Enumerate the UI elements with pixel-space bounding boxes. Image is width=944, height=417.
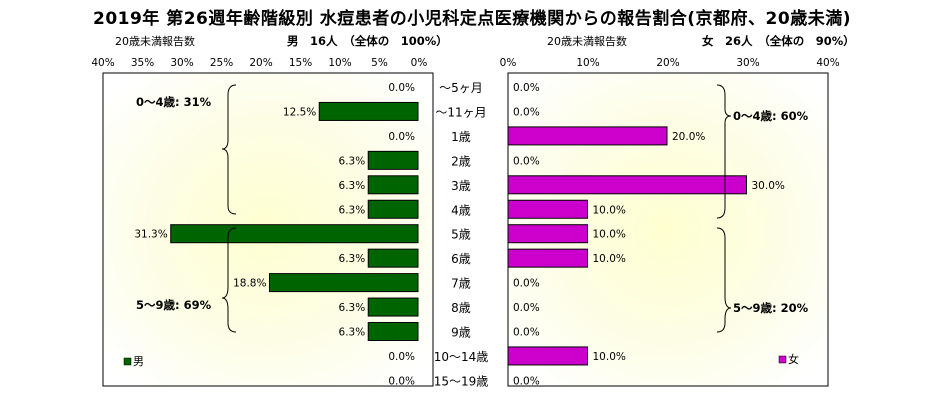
age-group-label: 10～14歳: [434, 350, 489, 364]
female-bar: [507, 175, 747, 195]
female-axis-tick: 0%: [500, 57, 517, 69]
age-group-label: 5歳: [451, 228, 471, 242]
male-data-label: 6.3%: [339, 302, 366, 314]
female-data-label: 20.0%: [672, 131, 705, 143]
male-axis-tick: 35%: [131, 57, 154, 69]
female-legend-label: 女: [788, 352, 799, 366]
age-group-label: 1歳: [451, 130, 471, 144]
male-bar: [367, 175, 419, 195]
male-header-value: 男 16人 （全体の 100%）: [287, 34, 448, 48]
male-bar: [367, 150, 419, 170]
male-data-label: 12.5%: [283, 106, 316, 118]
female-bracket-5-9: [716, 227, 732, 333]
male-bracket-5-9-label: 5～9歳: 69%: [136, 298, 212, 312]
male-bar: [367, 248, 419, 268]
male-data-label: 0.0%: [388, 82, 415, 94]
male-axis-tick: 15%: [289, 57, 312, 69]
female-bar: [507, 248, 588, 268]
age-group-label: 7歳: [451, 277, 471, 291]
male-bar: [318, 101, 419, 121]
female-data-label: 30.0%: [752, 180, 785, 192]
female-data-label: 0.0%: [513, 327, 540, 339]
male-data-label: 6.3%: [339, 253, 366, 265]
female-data-label: 0.0%: [513, 155, 540, 167]
age-group-label: 4歳: [451, 203, 471, 217]
male-bar: [367, 199, 419, 219]
female-axis-tick: 40%: [816, 57, 839, 69]
age-group-label: 9歳: [451, 326, 471, 340]
male-data-label: 6.3%: [339, 180, 366, 192]
male-data-label: 6.3%: [339, 327, 366, 339]
female-data-label: 0.0%: [513, 106, 540, 118]
male-bar: [367, 322, 419, 341]
age-group-label: 6歳: [451, 252, 471, 266]
male-data-label: 0.0%: [388, 351, 415, 363]
male-legend-swatch: [123, 357, 132, 366]
male-axis-tick: 30%: [170, 57, 193, 69]
female-data-label: 10.0%: [593, 351, 626, 363]
female-axis-tick: 10%: [576, 57, 599, 69]
female-header-value: 女 26人 （全体の 90%）: [702, 34, 855, 48]
chart-title: 2019年 第26週年齢階級別 水痘患者の小児科定点医療機関からの報告割合(京都…: [92, 9, 851, 29]
age-group-label: 2歳: [451, 154, 471, 168]
male-axis-tick: 0%: [411, 57, 428, 69]
age-group-label: ～11ヶ月: [435, 105, 486, 119]
female-legend-swatch: [778, 355, 787, 364]
female-bar: [507, 224, 588, 244]
age-group-label: ～5ヶ月: [439, 81, 483, 95]
female-data-label: 0.0%: [513, 278, 540, 290]
female-data-label: 10.0%: [593, 253, 626, 265]
female-data-label: 0.0%: [513, 302, 540, 314]
male-data-label: 0.0%: [388, 131, 415, 143]
male-data-label: 0.0%: [388, 375, 415, 387]
male-data-label: 18.8%: [233, 278, 266, 290]
female-data-label: 10.0%: [593, 229, 626, 241]
male-bracket-0-4: [221, 84, 237, 215]
female-bracket-0-4: [716, 84, 732, 219]
female-axis-tick: 20%: [656, 57, 679, 69]
male-data-label: 6.3%: [339, 204, 366, 216]
male-bracket-0-4-label: 0～4歳: 31%: [136, 95, 212, 109]
female-bracket-0-4-label: 0～4歳: 60%: [733, 109, 809, 123]
male-bar: [268, 273, 419, 293]
male-bracket-5-9: [221, 227, 237, 333]
age-group-label: 3歳: [451, 179, 471, 193]
female-data-label: 10.0%: [593, 204, 626, 216]
female-header-label: 20歳未満報告数: [547, 35, 627, 48]
female-data-label: 0.0%: [513, 375, 540, 387]
female-bar: [507, 199, 588, 219]
male-axis-tick: 20%: [249, 57, 272, 69]
male-legend-label: 男: [133, 355, 144, 368]
female-bar: [507, 346, 588, 366]
male-axis-tick: 25%: [210, 57, 233, 69]
female-bar: [507, 126, 668, 146]
male-data-label: 6.3%: [339, 155, 366, 167]
male-axis-tick: 10%: [328, 57, 351, 69]
male-bar: [367, 297, 419, 317]
age-group-label: 8歳: [451, 301, 471, 315]
male-data-label: 31.3%: [134, 229, 167, 241]
male-axis-tick: 5%: [371, 57, 388, 69]
female-bracket-5-9-label: 5～9歳: 20%: [733, 301, 809, 315]
male-bar: [170, 224, 419, 244]
male-header-label: 20歳未満報告数: [115, 35, 195, 48]
male-axis-tick: 40%: [91, 57, 114, 69]
female-data-label: 0.0%: [513, 82, 540, 94]
age-group-label: 15～19歳: [434, 374, 489, 388]
female-axis-tick: 30%: [736, 57, 759, 69]
